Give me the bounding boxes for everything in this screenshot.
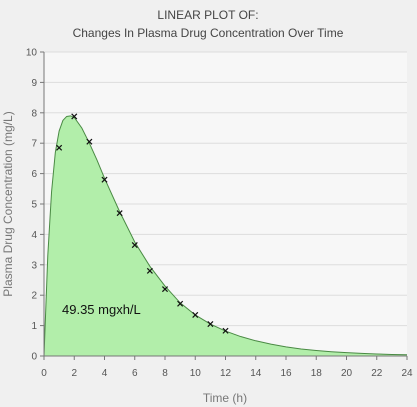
- data-point: [161, 286, 169, 293]
- x-tick-label: 24: [401, 368, 413, 379]
- y-tick-label: 8: [31, 108, 37, 119]
- y-tick-label: 5: [31, 200, 37, 211]
- data-point-stroke: [146, 267, 153, 274]
- data-point-stroke: [56, 144, 63, 151]
- x-tick-label: 14: [250, 368, 262, 379]
- y-axis-ticks: 0 1 2 3 4 5 6 7 8 9 10: [26, 48, 44, 363]
- auc-area: [44, 115, 407, 356]
- y-axis-label: Plasma Drug Concentration (mg/L): [1, 111, 15, 296]
- x-tick-label: 22: [371, 368, 383, 379]
- x-tick-label: 0: [41, 368, 47, 379]
- y-tick-label: 7: [31, 139, 37, 150]
- data-point: [71, 113, 78, 120]
- data-point: [116, 210, 123, 217]
- data-point: [131, 242, 138, 249]
- data-point-stroke: [86, 138, 93, 145]
- x-tick-label: 16: [280, 368, 292, 379]
- data-point: [192, 311, 199, 318]
- data-point: [56, 144, 63, 151]
- data-point: [146, 267, 153, 274]
- x-tick-label: 8: [162, 368, 168, 379]
- x-axis-label: Time (h): [203, 391, 247, 405]
- data-point-stroke: [161, 286, 169, 293]
- y-tick-label: 10: [26, 48, 38, 59]
- y-tick-label: 1: [31, 321, 37, 332]
- data-point-stroke: [207, 321, 214, 328]
- data-point: [177, 300, 184, 307]
- data-point-stroke: [192, 311, 199, 318]
- y-tick-label: 6: [31, 169, 37, 180]
- y-tick-label: 2: [31, 291, 37, 302]
- y-tick-label: 3: [31, 260, 37, 271]
- x-tick-label: 20: [341, 368, 353, 379]
- auc-annotation: 49.35 mgxh/L: [62, 302, 141, 317]
- x-tick-label: 6: [132, 368, 138, 379]
- data-point-stroke: [101, 176, 108, 183]
- x-tick-label: 12: [220, 368, 232, 379]
- data-point-stroke: [222, 327, 229, 334]
- data-point: [101, 176, 108, 183]
- y-tick-label: 0: [31, 352, 37, 363]
- chart-title: LINEAR PLOT OF:: [157, 8, 258, 22]
- data-point-stroke: [71, 113, 78, 120]
- data-point-stroke: [131, 242, 138, 249]
- x-axis-ticks: 0 2 4 6 8 10 12 14 16 18 20 22 24: [41, 356, 413, 379]
- data-point: [207, 321, 214, 328]
- data-point-stroke: [177, 300, 184, 307]
- data-point: [86, 138, 93, 145]
- x-tick-label: 4: [102, 368, 108, 379]
- y-tick-label: 4: [31, 230, 37, 241]
- data-point: [222, 327, 229, 334]
- x-tick-label: 18: [311, 368, 323, 379]
- concentration-curve: [43, 115, 408, 357]
- data-point-stroke: [116, 210, 123, 217]
- x-tick-label: 2: [71, 368, 77, 379]
- chart-subtitle: Changes In Plasma Drug Concentration Ove…: [73, 26, 344, 40]
- y-tick-label: 9: [31, 78, 37, 89]
- observed-points: [56, 113, 229, 334]
- x-tick-label: 10: [190, 368, 202, 379]
